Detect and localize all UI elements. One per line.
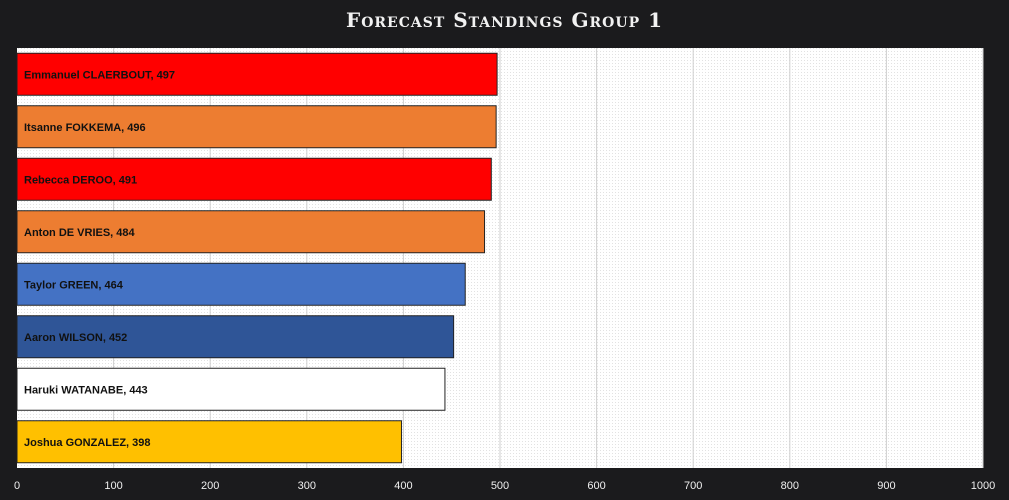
bar <box>16 315 455 359</box>
x-tick-label: 100 <box>104 480 122 492</box>
bar <box>16 367 446 411</box>
bar <box>16 210 486 254</box>
bar <box>16 52 498 96</box>
bar-label: Taylor GREEN, 464 <box>24 279 124 291</box>
bar-label: Joshua GONZALEZ, 398 <box>24 437 151 449</box>
bar-label: Aaron WILSON, 452 <box>24 332 127 344</box>
x-axis-ticks: 0 100 200 300 400 500 600 700 800 900 1000 <box>14 480 995 492</box>
x-tick-label: 900 <box>877 480 895 492</box>
bar <box>16 420 402 464</box>
x-tick-label: 800 <box>781 480 799 492</box>
bar <box>16 157 492 201</box>
bar-label: Itsanne FOKKEMA, 496 <box>24 122 146 134</box>
x-tick-label: 200 <box>201 480 219 492</box>
bar <box>16 262 466 306</box>
bar-label: Haruki WATANABE, 443 <box>24 384 148 396</box>
x-tick-label: 300 <box>298 480 316 492</box>
x-tick-label: 600 <box>587 480 605 492</box>
x-tick-label: 700 <box>684 480 702 492</box>
bar-label: Rebecca DEROO, 491 <box>24 174 137 186</box>
bar-label: Anton DE VRIES, 484 <box>24 227 136 239</box>
bar-label: Emmanuel CLAERBOUT, 497 <box>24 69 175 81</box>
bars-group: Emmanuel CLAERBOUT, 497 Itsanne FOKKEMA, … <box>16 52 498 464</box>
x-tick-label: 0 <box>14 480 20 492</box>
chart-title: Forecast Standings Group 1 <box>346 8 663 32</box>
bar <box>16 105 497 149</box>
x-tick-label: 500 <box>491 480 509 492</box>
x-tick-label: 400 <box>394 480 412 492</box>
x-tick-label: 1000 <box>971 480 995 492</box>
